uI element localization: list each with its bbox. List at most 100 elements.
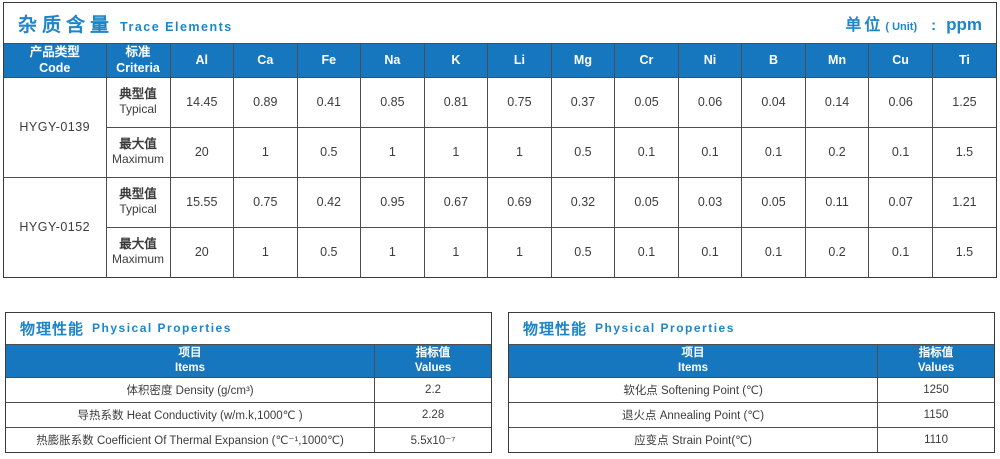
- value-cell: 1.5: [931, 226, 997, 277]
- table-row-hygy0152-maximum: 最大值 Maximum 20 1 0.5 1 1 1 0.5 0.1 0.1 0…: [4, 226, 997, 277]
- column-header-element-ti: Ti: [931, 43, 997, 78]
- value-cell: 1150: [877, 401, 995, 428]
- table-row-hygy0152-typical: HYGY-0152 典型值 Typical 15.55 0.75 0.42 0.…: [3, 176, 997, 277]
- value-cell: 0.85: [360, 76, 425, 128]
- value-cell: 0.5: [296, 226, 362, 277]
- table-row-hygy0139-maximum: 最大值 Maximum 20 1 0.5 1 1 1 0.5 0.1 0.1 0…: [4, 126, 997, 178]
- value-cell: 0.1: [677, 126, 743, 178]
- unit-value: ppm: [946, 15, 982, 34]
- value-cell: 0.04: [741, 76, 806, 128]
- value-cell: 15.55: [169, 176, 235, 228]
- value-cell: 1.21: [931, 176, 997, 228]
- section-title-en: Trace Elements: [120, 19, 233, 34]
- column-header-items: 项目 Items: [508, 344, 879, 378]
- physical-properties-right-table: 项目 Items 指标值 Values 软化点 Softening Point …: [508, 344, 995, 452]
- column-header-items: 项目 Items: [5, 344, 376, 378]
- trace-elements-title: 杂质含量 Trace Elements: [18, 10, 233, 37]
- value-cell: 0.11: [804, 176, 870, 228]
- value-cell: 0.81: [423, 76, 489, 128]
- column-header-element-mg: Mg: [550, 43, 616, 78]
- value-cell: 0.75: [487, 76, 552, 128]
- criteria-label-zh: 最大值: [119, 237, 157, 252]
- value-cell: 20: [169, 126, 235, 178]
- trace-elements-table: 产品类型 Code 标准 Criteria Al Ca Fe Na K Li M…: [3, 43, 997, 277]
- column-header-element-cr: Cr: [614, 43, 679, 78]
- value-cell: 1: [423, 226, 489, 277]
- column-header-element-fe: Fe: [296, 43, 362, 78]
- section-title-zh: 物理性能: [523, 320, 588, 338]
- value-cell: 0.1: [868, 126, 933, 178]
- value-cell: 1: [423, 126, 489, 178]
- column-header-items-en: Items: [678, 361, 709, 374]
- value-cell: 0.03: [677, 176, 743, 228]
- value-cell: 0.5: [296, 126, 362, 178]
- column-header-items-zh: 项目: [681, 346, 705, 359]
- unit-label-en: ( Unit): [885, 21, 918, 33]
- physical-properties-left-section: 物理性能 Physical Properties 项目 Items 指标值 Va…: [5, 311, 492, 453]
- item-cell: 软化点 Softening Point (℃): [508, 376, 879, 403]
- column-header-code: 产品类型 Code: [3, 43, 107, 78]
- trace-elements-title-row: 杂质含量 Trace Elements 单位 ( Unit) : ppm: [4, 3, 996, 44]
- column-header-values-zh: 指标值: [415, 346, 451, 359]
- table-row-thermal-expansion: 热膨胀系数 Coefficient Of Thermal Expansion (…: [5, 426, 492, 452]
- physical-properties-row: 物理性能 Physical Properties 项目 Items 指标值 Va…: [3, 311, 997, 453]
- trace-elements-section: 杂质含量 Trace Elements 单位 ( Unit) : ppm 产品类…: [3, 2, 997, 278]
- value-cell: 0.07: [868, 176, 933, 228]
- unit-label-zh: 单位: [845, 17, 884, 34]
- item-cell: 热膨胀系数 Coefficient Of Thermal Expansion (…: [5, 426, 376, 452]
- value-cell: 2.2: [374, 376, 492, 403]
- column-header-element-mn: Mn: [804, 43, 870, 78]
- column-header-element-cu: Cu: [868, 43, 933, 78]
- column-header-criteria-en: Criteria: [116, 61, 160, 76]
- column-header-element-b: B: [741, 43, 806, 78]
- value-cell: 1250: [877, 376, 995, 403]
- table-row-heat-conductivity: 导热系数 Heat Conductivity (w/m.k,1000℃ ) 2.…: [5, 401, 492, 428]
- value-cell: 1.25: [931, 76, 997, 128]
- value-cell: 0.95: [360, 176, 425, 228]
- value-cell: 0.37: [550, 76, 616, 128]
- phys-header-row: 项目 Items 指标值 Values: [5, 344, 492, 378]
- criteria-cell-maximum: 最大值 Maximum: [105, 226, 171, 277]
- trace-header-row: 产品类型 Code 标准 Criteria Al Ca Fe Na K Li M…: [3, 43, 997, 78]
- criteria-label-en: Maximum: [111, 252, 164, 267]
- unit-label: 单位 ( Unit) : ppm: [845, 11, 982, 35]
- criteria-cell-maximum: 最大值 Maximum: [105, 126, 171, 178]
- product-code-cell: HYGY-0152: [3, 176, 107, 277]
- item-cell: 体积密度 Density (g/cm³): [5, 376, 376, 403]
- criteria-label-en: Typical: [119, 202, 157, 217]
- physical-properties-left-table: 项目 Items 指标值 Values 体积密度 Density (g/cm³)…: [5, 344, 492, 452]
- column-header-items-zh: 项目: [178, 346, 202, 359]
- value-cell: 0.1: [677, 226, 743, 277]
- column-header-values-en: Values: [414, 361, 452, 374]
- table-row-softening-point: 软化点 Softening Point (℃) 1250: [508, 376, 995, 403]
- value-cell: 0.89: [233, 76, 298, 128]
- column-header-values: 指标值 Values: [374, 344, 492, 378]
- value-cell: 1110: [877, 426, 995, 452]
- value-cell: 0.14: [804, 76, 870, 128]
- value-cell: 0.32: [550, 176, 616, 228]
- criteria-label-zh: 最大值: [119, 137, 157, 152]
- item-cell: 退火点 Annealing Point (℃): [508, 401, 879, 428]
- value-cell: 0.1: [614, 226, 679, 277]
- value-cell: 1: [233, 126, 298, 178]
- value-cell: 0.5: [550, 126, 616, 178]
- column-header-code-en: Code: [39, 61, 71, 76]
- value-cell: 2.28: [374, 401, 492, 428]
- phys-header-row: 项目 Items 指标值 Values: [508, 344, 995, 378]
- value-cell: 1: [360, 126, 425, 178]
- table-row-hygy0139-typical: HYGY-0139 典型值 Typical 14.45 0.89 0.41 0.…: [3, 76, 997, 178]
- unit-colon: :: [931, 17, 937, 34]
- criteria-label-en: Typical: [119, 102, 157, 117]
- column-header-values-zh: 指标值: [918, 346, 954, 359]
- column-header-values: 指标值 Values: [877, 344, 995, 378]
- value-cell: 1: [360, 226, 425, 277]
- criteria-label-zh: 典型值: [119, 87, 157, 102]
- value-cell: 0.5: [550, 226, 616, 277]
- value-cell: 0.67: [423, 176, 489, 228]
- column-header-element-k: K: [423, 43, 489, 78]
- section-title-en: Physical Properties: [92, 321, 232, 335]
- section-title-zh: 杂质含量: [18, 14, 115, 36]
- table-row-density: 体积密度 Density (g/cm³) 2.2: [5, 376, 492, 403]
- column-header-items-en: Items: [175, 361, 206, 374]
- value-cell: 14.45: [169, 76, 235, 128]
